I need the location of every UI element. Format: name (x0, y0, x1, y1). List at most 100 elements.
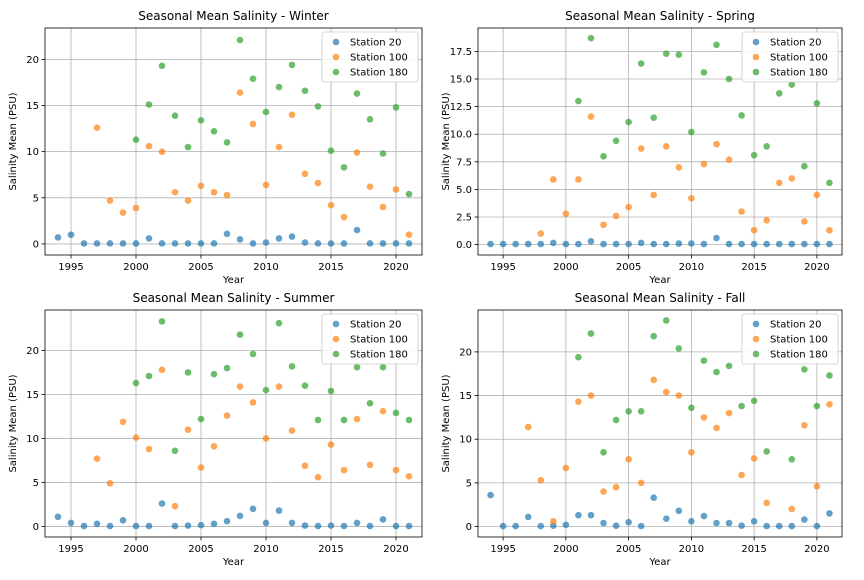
data-point (738, 402, 745, 410)
data-point (512, 240, 519, 248)
data-point (537, 230, 545, 237)
data-point (210, 188, 218, 196)
data-point (550, 176, 557, 183)
data-point (600, 152, 607, 160)
data-point (750, 240, 758, 248)
data-point (688, 449, 695, 456)
data-point (405, 190, 413, 198)
data-point (662, 388, 670, 396)
data-point (353, 363, 361, 371)
data-point (288, 427, 296, 434)
data-point (197, 116, 205, 124)
x-tick-label: 1995 (490, 262, 515, 273)
legend-marker (332, 350, 340, 358)
data-point (700, 414, 708, 421)
data-point (353, 90, 361, 97)
data-point (249, 240, 257, 247)
data-point (725, 409, 733, 417)
x-tick-label: 2015 (318, 544, 343, 555)
data-point (562, 464, 570, 472)
data-point (688, 404, 695, 412)
data-point (537, 476, 545, 484)
data-point (145, 142, 153, 150)
data-point (158, 500, 166, 507)
data-point (675, 240, 683, 247)
data-point (275, 507, 283, 514)
subplot-3: 1995 2000 2005 2010 2015 2020 0 5 10 15 20 Seasonal… (441, 291, 843, 568)
y-axis-label: Salinity Mean (PSU) (8, 374, 19, 472)
data-point (197, 415, 205, 423)
data-point (775, 240, 783, 248)
x-tick-label: 2015 (318, 262, 343, 273)
data-point (813, 99, 821, 107)
data-point (223, 517, 231, 525)
chart-title: Seasonal Mean Salinity - Fall (575, 291, 746, 305)
data-point (184, 143, 192, 151)
data-point (379, 240, 387, 247)
data-point (675, 51, 683, 59)
data-point (353, 149, 361, 156)
data-point (379, 407, 387, 415)
data-point (327, 522, 335, 529)
data-point (314, 416, 322, 424)
data-point (301, 462, 309, 470)
data-point (327, 147, 335, 155)
data-point (713, 368, 720, 376)
legend-label: Station 20 (770, 38, 821, 49)
y-tick-label: 0 (33, 522, 39, 533)
axes-frame (477, 27, 843, 256)
data-point (145, 235, 153, 242)
data-point (54, 513, 62, 521)
data-point (813, 522, 821, 530)
data-point (688, 240, 695, 247)
axes-frame (44, 27, 423, 256)
subplot-0: 1995 2000 2005 2010 2015 2020 0 5 10 15 20 Seasonal… (8, 9, 423, 286)
y-tick-label: 2.5 (456, 213, 472, 224)
data-point (223, 412, 231, 419)
y-tick-label: 5 (33, 193, 39, 204)
data-point (600, 488, 607, 495)
y-tick-label: 10.0 (450, 130, 472, 141)
y-tick-label: 10 (26, 434, 39, 445)
data-point (301, 87, 309, 95)
axes-frame (44, 309, 423, 538)
data-point (750, 397, 758, 405)
legend-marker (752, 53, 760, 61)
data-point (314, 179, 322, 187)
data-point (132, 204, 140, 212)
data-point (67, 519, 75, 527)
legend-marker (752, 38, 760, 46)
data-point (713, 424, 720, 432)
data-point (524, 240, 532, 248)
data-point (700, 69, 708, 76)
data-point (750, 517, 758, 525)
y-tick-label: 7.5 (456, 157, 472, 168)
legend-box (741, 31, 839, 83)
legend-label: Station 100 (770, 335, 828, 346)
data-point (788, 455, 796, 463)
y-tick-label: 15 (459, 391, 472, 402)
data-point (236, 89, 244, 96)
data-point (171, 447, 179, 455)
data-point (314, 103, 322, 110)
data-point (132, 136, 140, 143)
data-point (826, 400, 833, 408)
x-tick-label: 1995 (490, 544, 515, 555)
x-tick-label: 2020 (383, 544, 408, 555)
data-point (353, 519, 361, 527)
data-point (379, 363, 387, 371)
data-point (688, 128, 695, 136)
data-point (600, 240, 607, 248)
data-point (662, 240, 670, 248)
data-point (405, 416, 413, 424)
data-point (93, 240, 101, 247)
data-point (366, 116, 374, 123)
data-point (145, 101, 153, 108)
data-point (184, 426, 192, 433)
data-point (379, 203, 387, 211)
data-point (288, 111, 296, 119)
data-point (301, 239, 309, 246)
data-point (262, 181, 270, 189)
y-tick-label: 17.5 (450, 47, 472, 58)
data-point (223, 364, 231, 372)
